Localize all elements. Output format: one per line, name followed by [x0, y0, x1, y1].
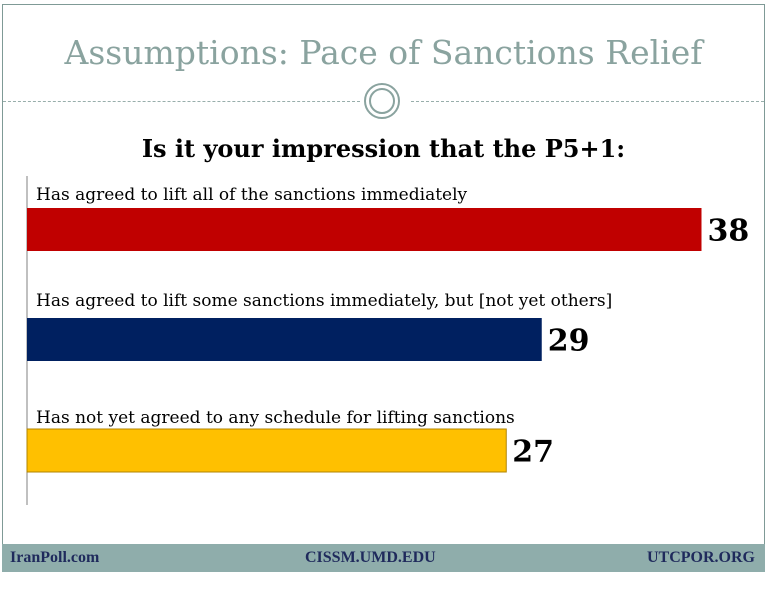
footer-bar: IranPoll.com CISSM.UMD.EDU UTCPOR.ORG — [2, 544, 765, 572]
footer-center-text: CISSM.UMD.EDU — [305, 549, 436, 566]
data-label: 38 — [708, 214, 750, 249]
chart-question: Is it your impression that the P5+1: — [141, 134, 626, 163]
data-label: 29 — [548, 324, 590, 359]
category-label: Has agreed to lift some sanctions immedi… — [36, 291, 612, 311]
bar — [26, 428, 507, 473]
category-label: Has not yet agreed to any schedule for l… — [36, 408, 515, 428]
bar — [27, 318, 542, 361]
footer-left-text: IranPoll.com — [10, 549, 100, 566]
footer-right-text: UTCPOR.ORG — [647, 549, 755, 566]
circle-ornament-icon — [364, 83, 400, 119]
category-label: Has agreed to lift all of the sanctions … — [36, 185, 468, 205]
title-divider-left — [3, 101, 360, 102]
data-label: 27 — [512, 435, 554, 470]
slide: Assumptions: Pace of Sanctions Relief Is… — [2, 4, 765, 572]
bar — [27, 208, 702, 251]
slide-title: Assumptions: Pace of Sanctions Relief — [64, 33, 703, 72]
title-divider-right — [411, 101, 764, 102]
